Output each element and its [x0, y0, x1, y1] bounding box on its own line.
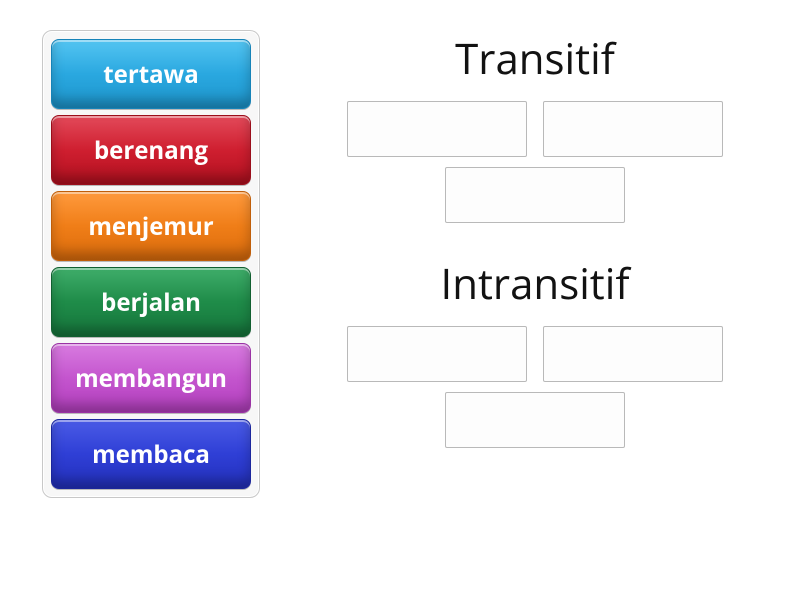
word-label: berenang	[88, 134, 214, 167]
word-tile-0[interactable]: tertawa	[51, 39, 251, 109]
word-panel: tertawa berenang menjemur berjalan memba…	[42, 30, 260, 498]
slot-row	[347, 101, 723, 157]
drop-slot[interactable]	[347, 326, 527, 382]
word-tile-2[interactable]: menjemur	[51, 191, 251, 261]
word-tile-3[interactable]: berjalan	[51, 267, 251, 337]
drop-slot[interactable]	[445, 167, 625, 223]
drop-area: Transitif Intransitif	[300, 30, 770, 498]
word-tile-4[interactable]: membangun	[51, 343, 251, 413]
drop-slot[interactable]	[543, 326, 723, 382]
slot-row	[445, 167, 625, 223]
word-label: membangun	[69, 362, 233, 395]
word-label: membaca	[86, 438, 216, 471]
group-title: Intransitif	[440, 255, 629, 312]
drop-slot[interactable]	[445, 392, 625, 448]
slot-row	[347, 326, 723, 382]
drop-slot[interactable]	[543, 101, 723, 157]
word-label: berjalan	[95, 286, 207, 319]
slot-row	[445, 392, 625, 448]
group-title: Transitif	[455, 30, 615, 87]
word-label: menjemur	[82, 210, 219, 243]
group-intransitif: Intransitif	[300, 255, 770, 448]
word-tile-5[interactable]: membaca	[51, 419, 251, 489]
word-label: tertawa	[97, 58, 204, 91]
drop-slot[interactable]	[347, 101, 527, 157]
word-tile-1[interactable]: berenang	[51, 115, 251, 185]
group-transitif: Transitif	[300, 30, 770, 223]
